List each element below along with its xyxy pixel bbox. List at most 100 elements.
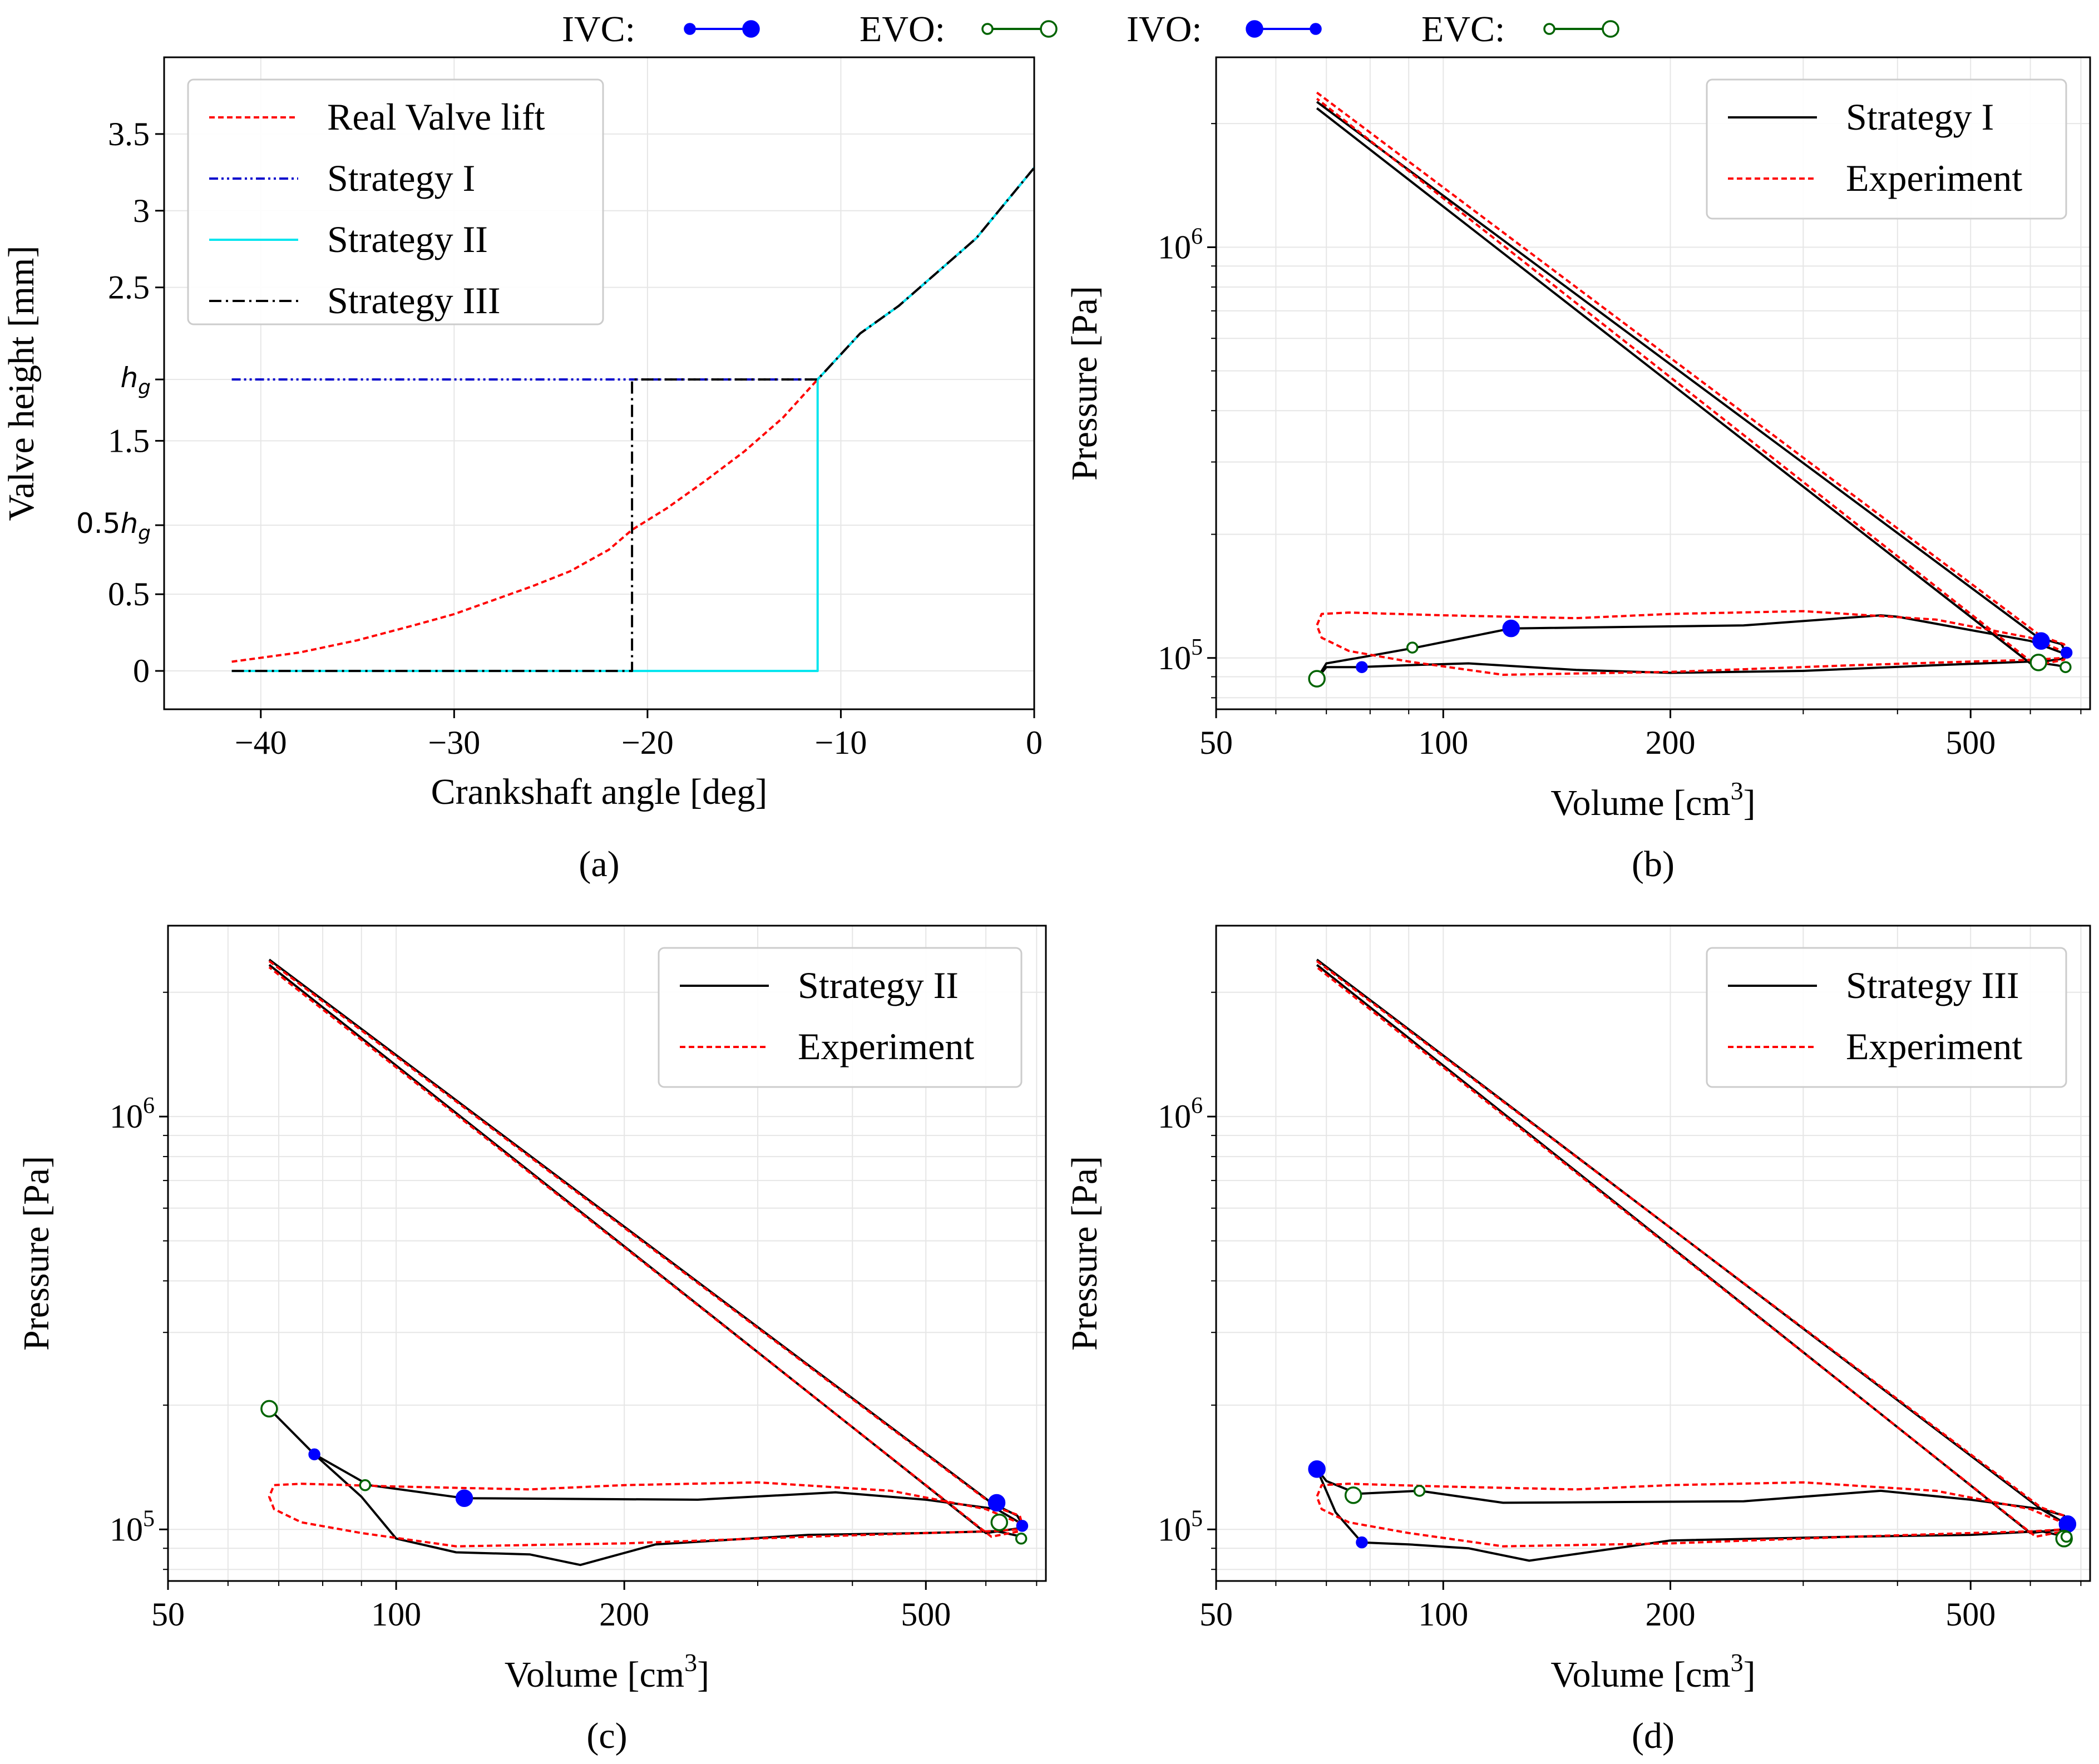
y-tick-label: 105 xyxy=(1158,635,1203,676)
series-experiment-gas-exchange xyxy=(1316,1481,2068,1548)
y-tick-label: 106 xyxy=(110,1093,155,1135)
panel-caption: (d) xyxy=(1632,1716,1675,1756)
x-axis-label: Volume [cm3] xyxy=(505,1648,709,1695)
x-tick-label: 50 xyxy=(1199,1596,1233,1633)
marker-evc xyxy=(990,1513,1009,1531)
y-tick-label: 105 xyxy=(1158,1506,1203,1548)
marker-evc xyxy=(1344,1486,1362,1504)
marker-evo xyxy=(2060,661,2072,673)
top-legend-marker xyxy=(1246,20,1263,38)
x-tick-label: 200 xyxy=(599,1596,649,1633)
x-tick-label: 50 xyxy=(1199,724,1233,761)
panel-caption: (a) xyxy=(579,844,619,885)
marker-evo xyxy=(359,1479,372,1491)
top-legend-label: IVC: xyxy=(562,9,635,50)
panel-caption: (c) xyxy=(586,1716,627,1756)
marker-ivo xyxy=(1308,1460,1326,1478)
legend-frame xyxy=(658,947,1023,1088)
marker-ivc xyxy=(987,1494,1006,1512)
x-tick-label: 50 xyxy=(151,1596,185,1633)
top-legend-label: EVC: xyxy=(1421,9,1505,50)
y-tick-label: 0.5 xyxy=(108,576,150,612)
y-tick-label: 2.5 xyxy=(108,269,150,306)
legend-label: Strategy III xyxy=(327,279,501,322)
legend-frame xyxy=(187,78,604,325)
axes-frame xyxy=(163,56,1035,710)
x-tick-label: 100 xyxy=(1418,724,1468,761)
y-axis-label: Pressure [Pa] xyxy=(16,1156,57,1351)
legend-label: Experiment xyxy=(1846,157,2022,199)
marker-evc xyxy=(1308,670,1326,688)
series-experiment-gas-exchange xyxy=(268,1481,1023,1548)
ticks: 50 100 200 500 105 106 xyxy=(110,991,1038,1633)
y-tick-label: 106 xyxy=(1158,224,1203,265)
x-tick-label: 100 xyxy=(371,1596,421,1633)
top-legend-label: IVO: xyxy=(1127,9,1202,50)
axes-frame xyxy=(1215,925,2091,1582)
legend-label: Strategy II xyxy=(327,218,488,260)
x-tick-label: −20 xyxy=(621,724,674,761)
y-tick-label: hg xyxy=(120,362,151,399)
y-tick-label: 3 xyxy=(133,192,150,229)
legend-label: Experiment xyxy=(798,1025,974,1068)
y-axis-label: Pressure [Pa] xyxy=(1064,286,1105,481)
x-tick-label: 0 xyxy=(1026,724,1043,761)
axes-frame xyxy=(1215,56,2091,710)
marker-evo xyxy=(1015,1533,1028,1545)
ticks: −40 −30 −20 −10 0 0 0.5 0.5hg 1.5 hg 2.5 3 3.5 xyxy=(76,116,1043,761)
marker-ivo xyxy=(2060,646,2073,659)
top-legend-marker xyxy=(742,20,760,38)
top-legend-label: EVO: xyxy=(860,9,945,50)
legend-label: Strategy II xyxy=(798,964,959,1006)
top-legend-marker xyxy=(684,23,696,35)
legend: Strategy III Experiment xyxy=(1706,947,2067,1088)
legend: Strategy II Experiment xyxy=(658,947,1023,1088)
y-tick-label: 1.5 xyxy=(108,422,150,459)
marker-evc xyxy=(260,1400,278,1418)
marker-evo xyxy=(1406,641,1419,654)
panel-b: 50 100 200 500 105 106 Volume [cm3] Pressure [P… xyxy=(1064,56,2091,885)
y-axis-label: Pressure [Pa] xyxy=(1064,1156,1105,1351)
x-axis-label: Volume [cm3] xyxy=(1550,1648,1755,1695)
x-tick-label: 500 xyxy=(1945,724,1996,761)
marker-evc xyxy=(2029,654,2047,671)
series-strategy-ii-gas-exchange xyxy=(268,1407,1023,1567)
series-strategy-i-gas-exchange xyxy=(1316,614,2067,680)
marker-evo xyxy=(2060,1530,2073,1543)
marker-ivc xyxy=(1356,1536,1368,1549)
panel-caption: (b) xyxy=(1632,844,1675,885)
x-tick-label: 100 xyxy=(1418,1596,1468,1633)
legend: Real Valve lift Strategy I Strategy II Stra… xyxy=(187,78,604,325)
legend-label: Strategy I xyxy=(1846,96,1994,138)
top-legend-marker xyxy=(1310,23,1322,35)
grid xyxy=(1216,57,2090,709)
y-tick-label: 106 xyxy=(1158,1093,1203,1135)
x-tick-label: −10 xyxy=(815,724,867,761)
x-tick-label: 200 xyxy=(1646,1596,1696,1633)
axes-frame xyxy=(167,925,1047,1582)
x-axis-label: Crankshaft angle [deg] xyxy=(431,772,768,812)
marker-ivc xyxy=(2058,1515,2077,1533)
y-tick-label: 3.5 xyxy=(108,116,150,152)
marker-ivc xyxy=(308,1448,320,1461)
marker-evo xyxy=(1413,1485,1426,1497)
x-tick-label: 200 xyxy=(1646,724,1696,761)
top-legend-marker xyxy=(1602,20,1619,38)
legend: Strategy I Experiment xyxy=(1706,78,2067,220)
x-tick-label: −30 xyxy=(428,724,480,761)
series-group xyxy=(231,167,1034,673)
panel-a: −40 −30 −20 −10 0 0 0.5 0.5hg 1.5 hg 2.5 3 3.5 Cranks… xyxy=(1,56,1043,885)
x-tick-label: 500 xyxy=(1945,1596,1996,1633)
series-strategy-iii xyxy=(231,167,1034,673)
marker-ivc xyxy=(2032,632,2050,650)
legend-label: Strategy III xyxy=(1846,964,2019,1006)
marker-ivo xyxy=(1502,619,1520,638)
y-tick-label: 105 xyxy=(110,1506,155,1548)
legend-label: Real Valve lift xyxy=(327,96,545,138)
y-tick-label: 0.5hg xyxy=(76,507,151,545)
ticks: 50 100 200 500 105 106 xyxy=(1158,991,2082,1633)
top-legend-marker xyxy=(1543,23,1555,35)
panel-c: 50 100 200 500 105 106 Volume [cm3] Pressure [P… xyxy=(16,925,1047,1756)
top-legend-marker xyxy=(981,23,994,35)
